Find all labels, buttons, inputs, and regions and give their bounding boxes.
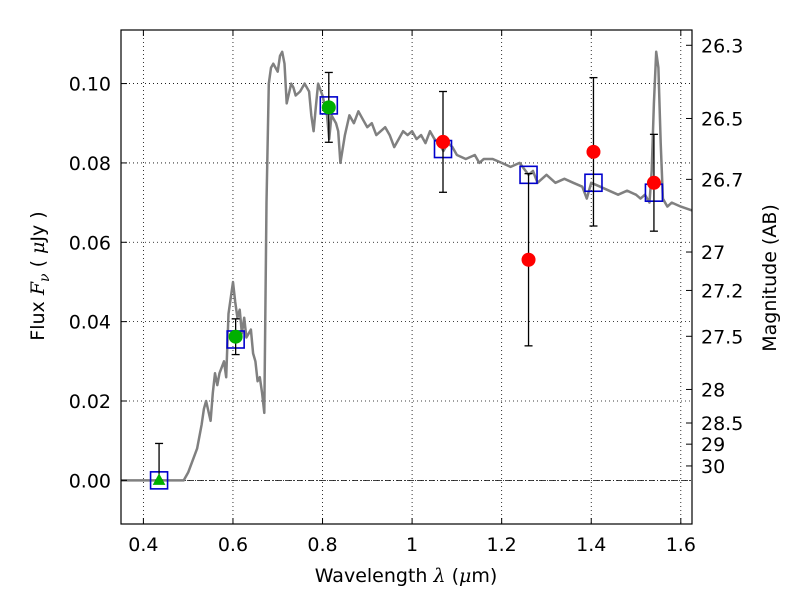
model-spectrum-line: [121, 50, 692, 482]
y-axis-label-unit: Jy ): [27, 211, 49, 242]
x-tick-label: 0.8: [307, 534, 337, 556]
y-axis-label: Flux Fν ( μJy ): [27, 211, 53, 340]
magnitude-tick-label: 27.2: [701, 280, 743, 302]
x-axis-label-unit: m): [471, 565, 497, 587]
y-axis-label-symbol: F: [27, 281, 49, 296]
x-axis-label-prefix: Wavelength: [315, 565, 434, 587]
x-tick-label: 0.4: [128, 534, 158, 556]
x-tick-label: 1.4: [576, 534, 606, 556]
magnitude-tick-label: 27: [701, 242, 725, 264]
y-tick-label: 0.06: [69, 232, 111, 254]
x-axis-label-open: (: [446, 565, 459, 587]
x-tick-label: 1: [406, 534, 418, 556]
ir-point: [435, 134, 450, 149]
magnitude-tick-label: 28: [701, 379, 725, 401]
magnitude-tick-label: 26.3: [701, 35, 743, 57]
y-axis-label-subscript: ν: [37, 273, 53, 282]
data-marks-layer: [149, 71, 664, 490]
y-tick-label: 0.08: [69, 153, 111, 175]
ir-point: [586, 144, 601, 159]
x-tick-label: 1.6: [666, 534, 696, 556]
y-axis-label-prefix: Flux: [27, 295, 49, 341]
magnitude-tick-label: 30: [701, 456, 725, 478]
detected-point: [321, 100, 336, 115]
y-tick-label: 0.10: [69, 74, 111, 96]
magnitude-tick-label: 26.7: [701, 169, 743, 191]
ir-point: [646, 175, 661, 190]
axes-layer: 0.4 0.6 0.8 1 1.2 1.4 1.6 0.00 0.02 0.04 0.06 0.08 0…: [69, 29, 743, 556]
y-axis-label-open: (: [27, 254, 49, 274]
grid-lines: [121, 30, 692, 524]
magnitude-tick-label: 29: [701, 434, 725, 456]
x-tick-label: 1.2: [487, 534, 517, 556]
y-tick-label: 0.04: [69, 312, 111, 334]
ir-point: [521, 252, 536, 267]
model-spectrum-layer: [121, 50, 692, 482]
x-axis-label-mu: μ: [459, 565, 471, 587]
x-axis-label: Wavelength λ (μm): [315, 565, 498, 587]
magnitude-tick-label: 27.5: [701, 326, 743, 348]
x-tick-label: 0.6: [218, 534, 248, 556]
magnitude-tick-label: 26.5: [701, 108, 743, 130]
upper-limit-triangle: [152, 473, 166, 485]
magnitude-tick-label: 28.5: [701, 413, 743, 435]
detected-point: [228, 329, 243, 344]
plot-frame: [120, 29, 693, 525]
magnitude-axis-label: Magnitude (AB): [759, 204, 781, 352]
y-axis-label-mu: μ: [27, 242, 49, 254]
y-tick-label: 0.00: [69, 470, 111, 492]
y-tick-label: 0.02: [69, 391, 111, 413]
x-axis-label-symbol: λ: [432, 565, 445, 587]
